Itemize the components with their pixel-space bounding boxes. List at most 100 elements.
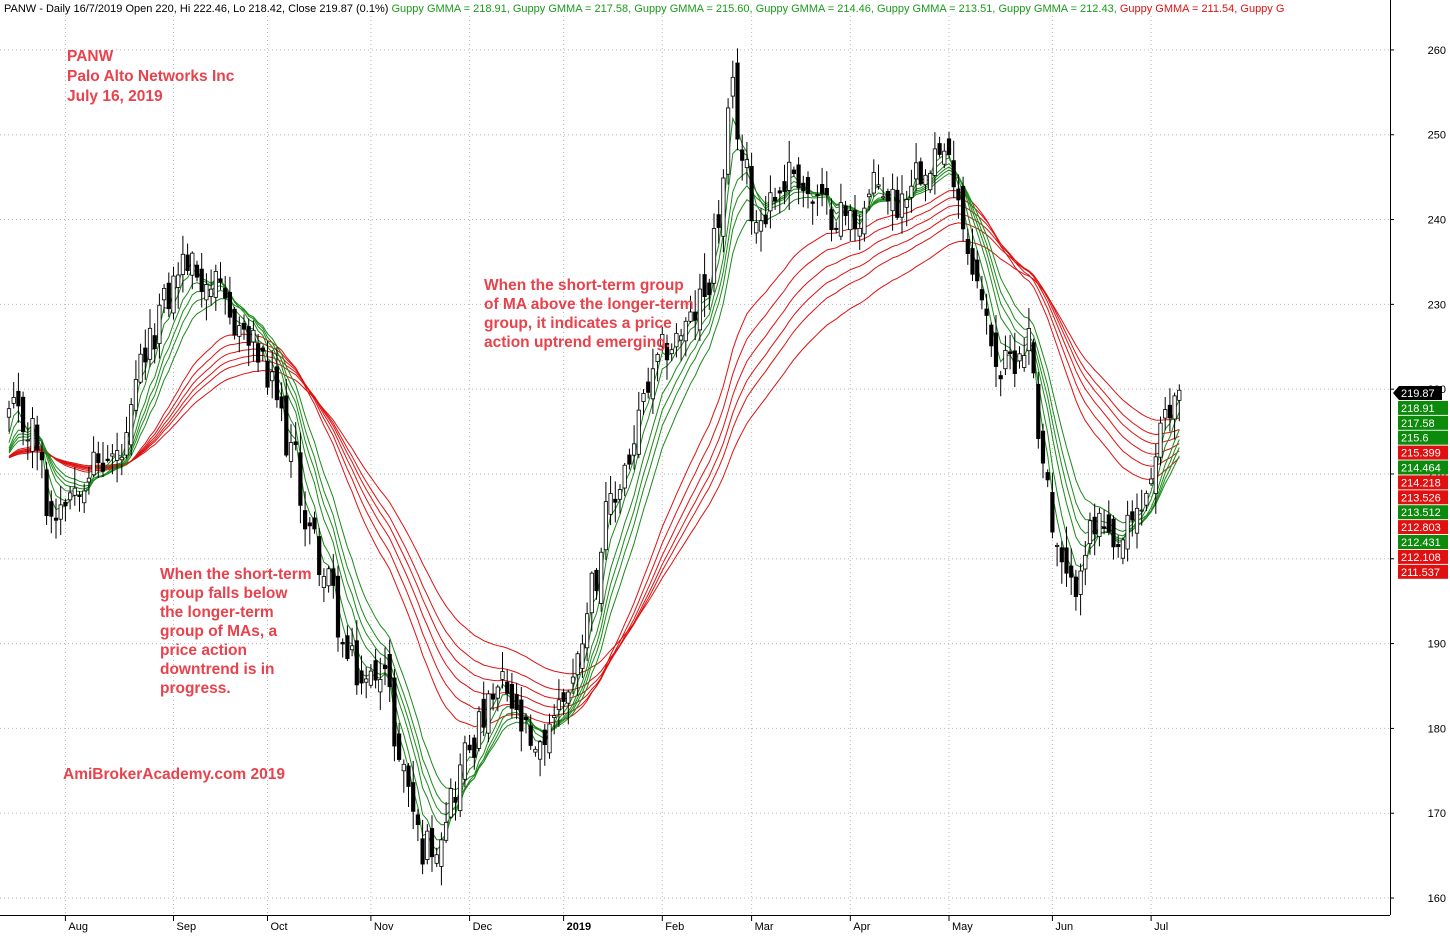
candle-body xyxy=(815,194,820,197)
candle xyxy=(787,140,792,211)
candle xyxy=(937,136,942,158)
candle-body xyxy=(702,274,707,298)
value-tag-bg xyxy=(1398,490,1448,505)
value-tag-bg xyxy=(1398,549,1448,564)
candle-body xyxy=(505,681,510,694)
downtrend-note-line: price action xyxy=(160,642,247,659)
candle xyxy=(848,204,853,242)
value-tag-label: 214.218 xyxy=(1401,477,1441,489)
candle xyxy=(702,253,707,318)
candle xyxy=(627,448,632,470)
candle xyxy=(721,169,726,253)
title-line: Palo Alto Networks Inc xyxy=(67,68,235,85)
candle xyxy=(72,467,77,506)
candle xyxy=(298,432,303,524)
candle xyxy=(425,824,430,865)
x-tick-label: Aug xyxy=(68,921,88,933)
candle xyxy=(556,679,562,727)
candle xyxy=(176,262,181,309)
candle-body xyxy=(232,308,237,336)
candle xyxy=(96,441,101,479)
candle xyxy=(265,341,270,395)
candle xyxy=(448,778,453,819)
candle-body xyxy=(1012,350,1017,374)
candle-body xyxy=(693,311,698,321)
candle-body xyxy=(782,181,787,192)
gmma-long-line xyxy=(8,213,1180,700)
value-tag-bg xyxy=(1398,430,1448,445)
candle xyxy=(523,713,529,734)
candle-body xyxy=(617,489,623,500)
candle-body xyxy=(25,439,30,442)
candle xyxy=(359,655,364,695)
candle-body xyxy=(1153,456,1158,494)
candle-body xyxy=(556,699,562,711)
candle xyxy=(1059,540,1064,584)
candle-body xyxy=(1149,478,1154,485)
candle-body xyxy=(1064,547,1069,574)
candle xyxy=(458,753,463,818)
candle xyxy=(570,658,576,695)
x-tick-label: Mar xyxy=(755,921,774,933)
candle xyxy=(655,352,660,382)
candle xyxy=(754,210,759,244)
candle xyxy=(1144,490,1149,511)
x-tick-label: Jul xyxy=(1154,921,1168,933)
value-tag: 212.108 xyxy=(1398,549,1448,564)
candle-body xyxy=(443,821,449,841)
candle xyxy=(871,159,876,197)
candle xyxy=(387,639,392,702)
candle-body xyxy=(354,640,359,686)
candle xyxy=(711,213,717,293)
candle-body xyxy=(1003,349,1008,370)
uptrend-note-line: When the short-term group xyxy=(484,277,684,294)
candle xyxy=(599,547,604,612)
candle xyxy=(561,688,566,716)
candle xyxy=(251,320,256,362)
candle-body xyxy=(166,282,171,310)
candle-body xyxy=(265,360,270,388)
candle xyxy=(862,200,867,242)
candle xyxy=(340,638,345,658)
candle-body xyxy=(44,469,49,517)
candle-body xyxy=(345,635,350,659)
candle-body xyxy=(467,744,472,751)
candle xyxy=(467,734,472,754)
candle-body xyxy=(754,222,759,234)
candle xyxy=(881,177,886,200)
candle xyxy=(1097,507,1102,547)
candle xyxy=(35,415,40,471)
candle-body xyxy=(711,228,717,284)
candle-body xyxy=(787,161,792,191)
candle xyxy=(194,260,200,282)
candle-body xyxy=(1087,520,1093,545)
candle xyxy=(25,422,30,460)
candle-body xyxy=(486,693,491,734)
candle xyxy=(335,565,341,652)
candle-body xyxy=(495,686,500,699)
candle-body xyxy=(349,645,355,651)
x-axis: Aug Sep Oct Nov Dec 2019 Feb Mar Apr May Jun Jul xyxy=(64,915,1168,933)
candle xyxy=(688,295,693,324)
candle-body xyxy=(364,678,369,683)
candle xyxy=(157,293,162,359)
gmma-long-line xyxy=(8,204,1180,708)
candle xyxy=(185,243,190,276)
candle-body xyxy=(382,664,388,670)
candle-body xyxy=(246,326,251,346)
chart-header: PANW - Daily 16/7/2019 Open 220, Hi 222.… xyxy=(4,3,1284,15)
candle xyxy=(773,187,778,210)
candle xyxy=(984,293,989,335)
header-indicator: Guppy GMMA = 217.58, xyxy=(513,3,631,15)
value-tag: 215.399 xyxy=(1398,445,1448,460)
candle-body xyxy=(68,492,73,501)
candle xyxy=(30,407,35,469)
value-tag-bg xyxy=(1393,386,1442,400)
candle-body xyxy=(1102,526,1107,529)
candle-body xyxy=(867,193,872,198)
candle-body xyxy=(472,737,477,758)
candle-body xyxy=(176,274,181,288)
candle xyxy=(378,657,383,710)
candle xyxy=(1031,338,1036,379)
candle xyxy=(1017,346,1022,369)
